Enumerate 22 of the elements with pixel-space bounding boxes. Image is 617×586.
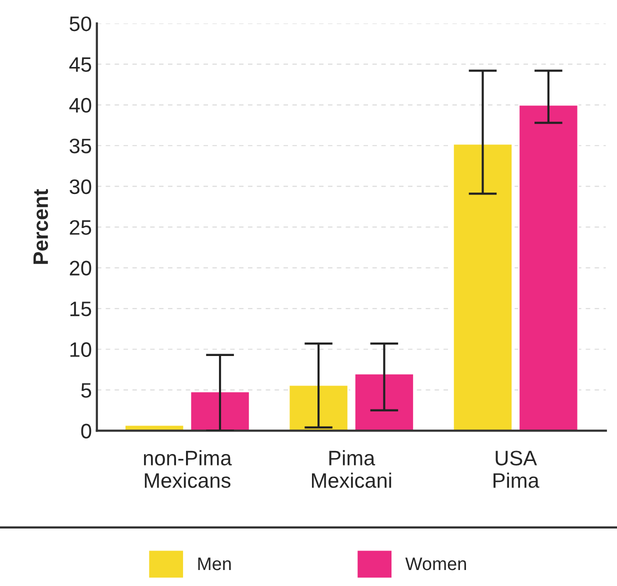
legend-label: Women (405, 558, 466, 570)
y-tick-label: 15 (70, 302, 92, 316)
y-tick-label: 5 (81, 383, 92, 398)
bar (288, 384, 349, 431)
y-tick-label: 50 (70, 16, 92, 32)
bar (518, 104, 579, 431)
x-tick-label: Pima Mexicani (312, 450, 392, 488)
y-tick-label: 40 (69, 98, 92, 113)
y-axis-title: Percent (34, 189, 48, 264)
y-tick-label: 30 (70, 179, 92, 194)
y-tick-label: 25 (70, 220, 92, 235)
legend-label: Men (198, 558, 231, 570)
y-tick-label: 35 (70, 138, 92, 154)
x-tick-label: USA Pima (494, 450, 540, 488)
bar (354, 372, 414, 431)
y-tick-label: 20 (70, 260, 92, 276)
x-tick-label: non-Pima Mexicans (144, 450, 232, 488)
y-tick-label: 0 (81, 424, 92, 438)
bar (452, 143, 513, 431)
bar (190, 390, 250, 431)
y-tick-label: 45 (69, 57, 92, 72)
y-tick-label: 10 (70, 342, 92, 358)
